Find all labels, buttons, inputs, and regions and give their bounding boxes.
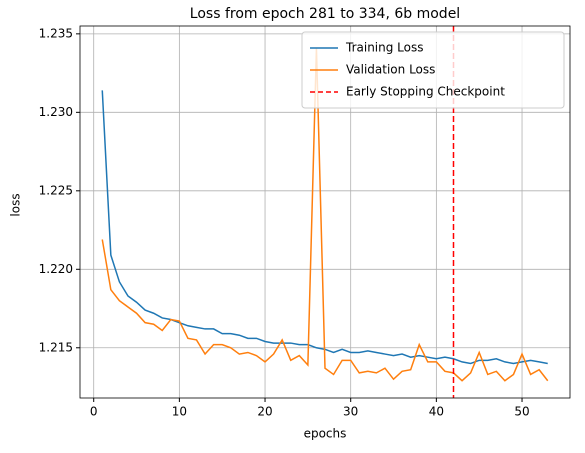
y-tick-label: 1.220 — [39, 262, 73, 276]
x-tick-label: 0 — [90, 405, 98, 419]
x-tick-label: 20 — [257, 405, 272, 419]
legend: Training Loss Validation Loss Early Stoppi… — [301, 31, 565, 109]
y-tick-label: 1.215 — [39, 340, 73, 354]
legend-label: Early Stopping Checkpoint — [346, 85, 505, 99]
legend-label: Training Loss — [345, 41, 423, 55]
plot-frame — [79, 25, 571, 399]
series-line — [101, 47, 549, 382]
y-tick-label: 1.225 — [39, 183, 73, 197]
y-axis-label: loss — [9, 193, 23, 216]
x-tick-label: 30 — [343, 405, 358, 419]
x-tick-label: 50 — [514, 405, 529, 419]
x-tick-label: 10 — [172, 405, 187, 419]
legend-label: Validation Loss — [346, 63, 435, 77]
y-tick-label: 1.235 — [39, 26, 73, 40]
chart-title: Loss from epoch 281 to 334, 6b model — [190, 6, 460, 22]
x-axis-label: epochs — [304, 427, 347, 441]
x-tick-label: 40 — [429, 405, 444, 419]
y-tick-label: 1.230 — [39, 105, 73, 119]
legend-box — [301, 31, 565, 109]
